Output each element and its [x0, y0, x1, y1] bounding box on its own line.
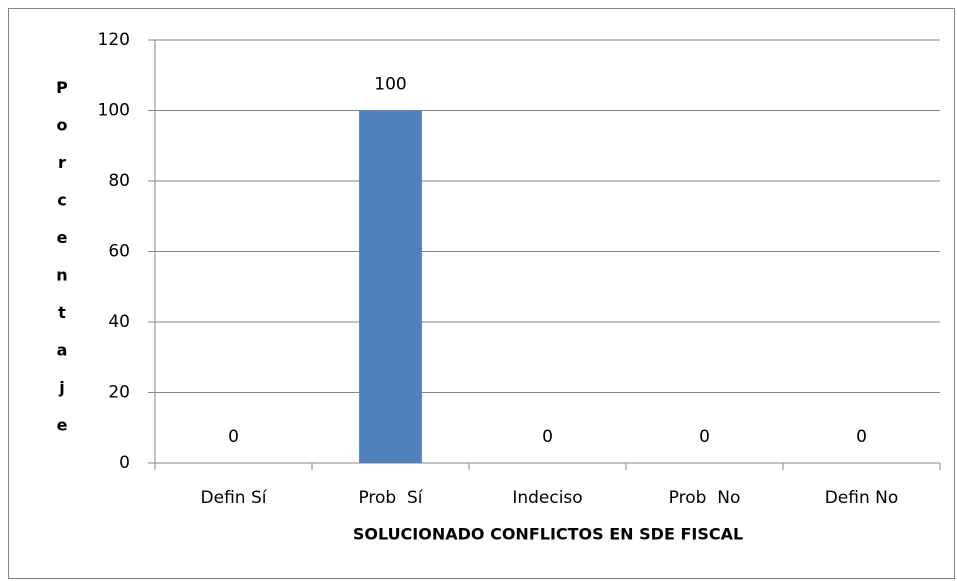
data-label: 100	[374, 75, 406, 95]
x-tick-label: Indeciso	[512, 488, 582, 508]
y-tick-label: 100	[98, 101, 130, 121]
y-tick-label: 0	[119, 453, 130, 473]
x-axis-label: SOLUCIONADO CONFLICTOS EN SDE FISCAL	[353, 525, 743, 544]
x-tick-label: Defin No	[825, 488, 899, 508]
data-label: 0	[699, 427, 710, 447]
x-tick-label: Prob No	[669, 488, 741, 508]
bar	[359, 110, 422, 463]
y-tick-label: 60	[108, 242, 130, 262]
chart-border	[8, 8, 955, 579]
x-tick-label: Defin Sí	[201, 488, 268, 508]
data-label: 0	[856, 427, 867, 447]
y-tick-label: 80	[108, 171, 130, 191]
data-label: 0	[228, 427, 239, 447]
y-tick-label: 40	[108, 312, 130, 332]
x-tick-label: Prob Sí	[358, 488, 423, 508]
data-label: 0	[542, 427, 553, 447]
y-tick-label: 20	[108, 383, 130, 403]
y-tick-label: 120	[98, 30, 130, 50]
